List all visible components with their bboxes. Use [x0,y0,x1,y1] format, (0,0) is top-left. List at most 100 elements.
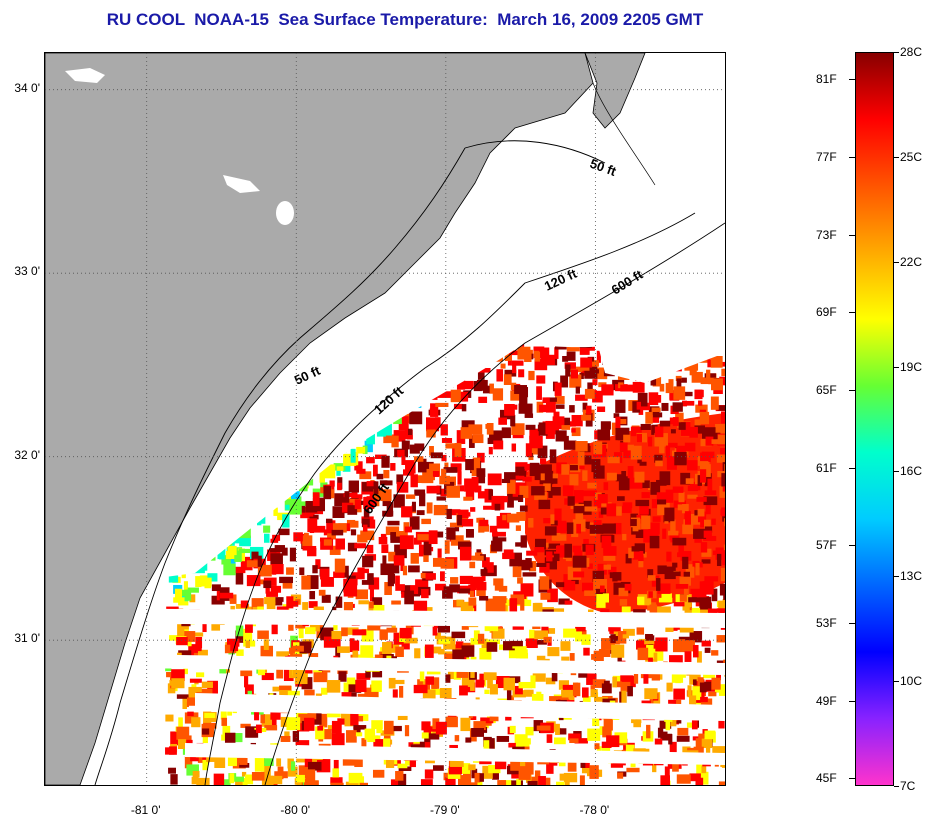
sst-pixel [517,494,524,503]
sst-pixel [465,686,471,692]
sst-pixel [503,677,515,691]
sst-pixel [452,649,465,662]
sst-pixel [699,596,712,610]
sst-pixel [468,435,475,448]
sst-pixel [187,587,199,593]
sst-pixel [569,405,575,413]
sst-pixel [270,553,283,565]
sst-pixel [674,451,687,466]
sst-pixel [580,357,593,368]
sst-pixel [501,478,511,484]
sst-pixel [547,628,556,634]
sst-pixel [188,644,202,656]
sst-pixel [497,780,507,785]
sst-pixel [656,479,667,486]
sst-pixel [649,535,660,549]
sst-pixel [687,460,698,471]
sst-pixel [519,393,528,406]
sst-pixel [446,485,460,498]
sst-pixel [522,572,537,577]
sst-pixel [592,712,600,727]
sst-pixel [555,430,567,442]
sst-pixel [697,508,705,517]
sst-pixel [287,766,298,777]
sst-pixel [556,534,567,541]
sst-pixel [286,717,301,731]
sst-pixel [417,458,427,473]
sst-pixel [177,624,185,637]
sst-pixel [699,696,708,703]
sst-pixel [471,727,485,737]
sst-pixel [286,596,294,609]
sst-pixel [465,459,474,471]
sst-pixel [169,635,181,641]
sst-pixel [620,384,634,392]
sst-pixel [335,596,343,608]
sst-pixel [525,558,532,566]
sst-pixel [606,735,620,748]
sst-pixel [353,726,361,734]
sst-pixel [288,647,295,654]
sst-pixel [612,675,623,683]
sst-pixel [302,535,313,549]
colorbar-f-label: 61F [816,460,837,475]
sst-pixel [573,571,585,578]
sst-pixel [432,471,440,477]
sst-pixel [186,764,199,776]
sst-pixel [720,411,725,424]
sst-pixel [468,424,483,435]
sst-pixel [540,472,545,481]
sst-pixel [270,585,282,593]
sst-pixel [399,685,404,700]
sst-pixel [684,400,695,406]
sst-pixel [386,644,400,653]
sst-pixel [435,402,449,407]
sst-pixel [489,525,498,533]
sst-pixel [502,496,508,503]
sst-pixel [421,589,429,599]
sst-pixel [536,725,551,731]
sst-pixel [516,512,526,521]
sst-pixel [579,342,590,355]
sst-pixel [337,718,347,725]
sst-pixel [670,429,676,434]
sst-pixel [624,583,632,591]
colorbar-c-label: 19C [900,359,923,374]
sst-pixel [622,628,635,636]
sst-pixel [538,499,551,510]
sst-pixel [655,637,668,652]
sst-pixel [701,548,712,557]
sst-pixel [416,510,425,516]
sst-pixel [386,627,398,633]
sst-pixel [554,508,562,523]
sst-pixel [380,563,394,576]
land-cloud [276,201,294,225]
sst-pixel [373,481,379,495]
sst-pixel [350,712,359,726]
sst-pixel [323,539,332,546]
sst-pixel [563,628,577,638]
sst-pixel [264,533,270,543]
sst-pixel [689,631,703,643]
sst-pixel [395,646,404,658]
sst-pixel [697,475,702,486]
sst-pixel [527,780,538,785]
sst-pixel [279,685,292,691]
sst-pixel [684,511,691,525]
sst-pixel [456,763,471,774]
contour-600ft [264,222,725,785]
sst-pixel [393,756,401,766]
sst-pixel [356,446,366,454]
sst-pixel [657,499,667,505]
sst-pixel [540,477,550,484]
sst-pixel [622,634,629,639]
sst-pixel [568,733,581,741]
sst-pixel [357,534,368,543]
sst-pixel [419,493,426,507]
sst-pixel [659,420,671,427]
sst-pixel [263,580,272,589]
sst-pixel [254,711,260,721]
sst-pixel [532,673,546,682]
sst-pixel [289,547,296,562]
sst-pixel [447,667,458,680]
